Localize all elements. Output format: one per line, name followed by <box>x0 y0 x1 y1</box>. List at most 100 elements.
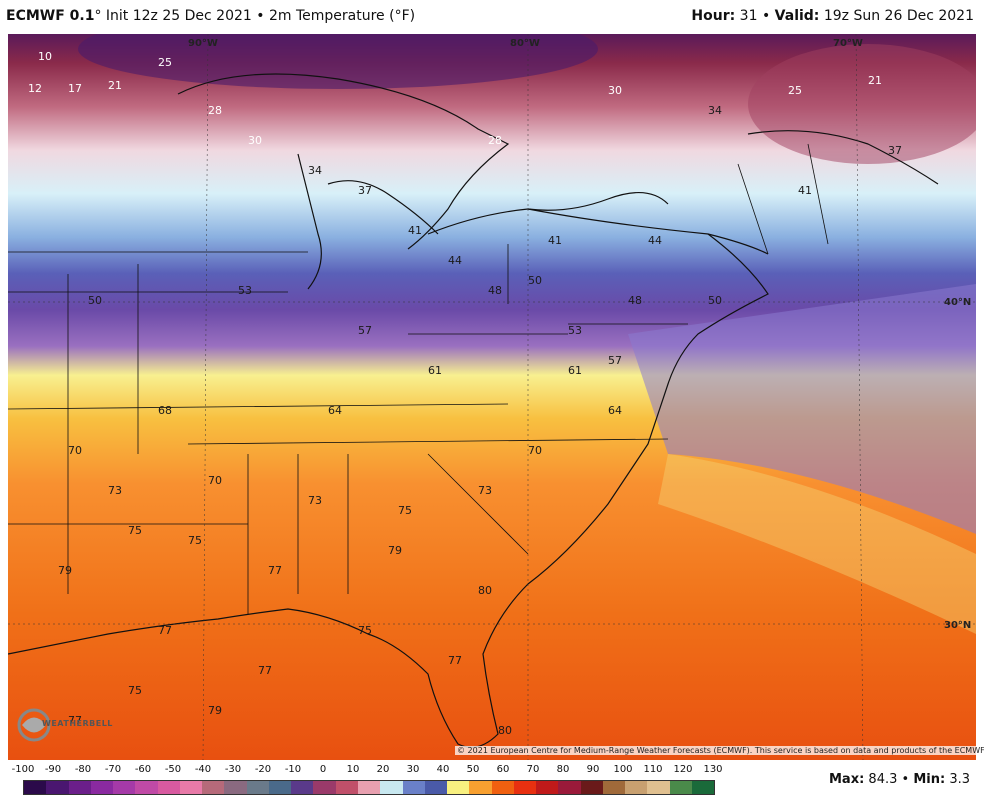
temperature-value-label: 79 <box>58 564 72 577</box>
temperature-value-label: 25 <box>158 56 172 69</box>
scale-tick-label: 60 <box>496 764 510 775</box>
temperature-value-label: 53 <box>568 324 582 337</box>
scale-swatch <box>669 781 692 794</box>
copyright-notice: © 2021 European Centre for Medium-Range … <box>455 746 984 755</box>
temperature-value-label: 64 <box>608 404 622 417</box>
scale-swatch <box>647 781 670 794</box>
scale-swatch <box>513 781 537 794</box>
scale-tick-label: 30 <box>406 764 420 775</box>
temperature-value-label: 73 <box>478 484 492 497</box>
scale-swatch <box>558 781 581 794</box>
valid-label: Valid: <box>774 8 820 24</box>
temperature-value-label: 48 <box>488 284 502 297</box>
scale-swatch <box>179 781 203 794</box>
temperature-labels: 10 12 17 21 25 28 30 34 37 41 44 48 50 53 57 61 64 68 70 73… <box>28 50 902 737</box>
scale-tick-label: 120 <box>673 764 693 775</box>
scale-tick-label: -70 <box>104 764 122 775</box>
valid-value: 19z Sun 26 Dec 2021 <box>823 8 974 24</box>
scale-tick-label: -10 <box>284 764 302 775</box>
temperature-value-label: 75 <box>188 534 202 547</box>
gridline-label-70w: 70°W <box>833 38 863 49</box>
temperature-value-label: 50 <box>528 274 542 287</box>
max-value: 84.3 <box>868 772 898 787</box>
scale-tick-label: -100 <box>11 764 35 775</box>
scale-tick-label: 100 <box>613 764 633 775</box>
model-name: ECMWF 0.1 <box>6 8 95 24</box>
parameter-name: 2m Temperature <box>268 8 385 24</box>
temperature-value-label: 44 <box>448 254 462 267</box>
temperature-value-label: 70 <box>208 474 222 487</box>
temperature-value-label: 75 <box>128 524 142 537</box>
temperature-value-label: 70 <box>528 444 542 457</box>
scale-tick-label: 110 <box>643 764 663 775</box>
weatherbell-logo: WEATHERBELL <box>14 705 112 745</box>
scale-swatch <box>380 781 403 794</box>
temperature-value-label: 28 <box>488 134 502 147</box>
scale-tick-label: -90 <box>44 764 62 775</box>
scale-swatch <box>68 781 91 794</box>
scale-swatch <box>357 781 381 794</box>
temperature-value-label: 77 <box>448 654 462 667</box>
cold-region <box>78 34 598 89</box>
scale-tick-label: 40 <box>436 764 450 775</box>
scale-swatch <box>246 781 269 794</box>
scale-swatch <box>202 781 225 794</box>
scale-swatch <box>113 781 136 794</box>
scale-tick-label: -60 <box>134 764 152 775</box>
temperature-value-label: 57 <box>358 324 372 337</box>
temperature-value-label: 50 <box>708 294 722 307</box>
scale-swatch <box>313 781 336 794</box>
temperature-value-label: 17 <box>68 82 82 95</box>
scale-tick-label: 90 <box>586 764 600 775</box>
min-value: 3.3 <box>949 772 970 787</box>
scale-tick-label: 130 <box>703 764 723 775</box>
scale-swatch <box>491 781 514 794</box>
scale-swatch <box>135 781 158 794</box>
scale-bar <box>23 780 715 795</box>
temperature-value-label: 68 <box>158 404 172 417</box>
scale-swatch <box>424 781 448 794</box>
scale-tick-label: -30 <box>224 764 242 775</box>
scale-tick-label: -40 <box>194 764 212 775</box>
scale-swatch <box>691 781 715 794</box>
scale-swatch <box>580 781 603 794</box>
swirl-icon <box>17 708 51 742</box>
hour-value: 31 <box>739 8 758 24</box>
temperature-value-label: 12 <box>28 82 42 95</box>
map-canvas: 90°W 80°W 70°W 40°N 30°N 10 12 17 21 25 28 30 3… <box>8 34 976 760</box>
temperature-value-label: 61 <box>428 364 442 377</box>
min-label: Min: <box>913 772 946 787</box>
temperature-map[interactable]: 90°W 80°W 70°W 40°N 30°N 10 12 17 21 25 28 30 3… <box>8 34 976 760</box>
scale-tick-label: -80 <box>74 764 92 775</box>
scale-tick-label: 70 <box>526 764 540 775</box>
scale-swatch <box>24 781 47 794</box>
scale-swatch <box>90 781 114 794</box>
atlantic-cool-wedge <box>628 284 976 534</box>
scale-swatch <box>224 781 247 794</box>
temperature-value-label: 75 <box>128 684 142 697</box>
scale-tick-label: -20 <box>254 764 272 775</box>
cold-region-ne <box>748 44 976 164</box>
temperature-value-label: 37 <box>888 144 902 157</box>
temperature-value-label: 21 <box>868 74 882 87</box>
temperature-value-label: 73 <box>308 494 322 507</box>
temperature-value-label: 80 <box>478 584 492 597</box>
scale-swatch <box>447 781 470 794</box>
temperature-value-label: 79 <box>208 704 222 717</box>
parameter-unit: (°F) <box>389 8 416 24</box>
scale-tick-label: -50 <box>164 764 182 775</box>
header-valid: Hour: 31 • Valid: 19z Sun 26 Dec 2021 <box>691 8 974 24</box>
state-borders <box>8 143 829 614</box>
scale-tick-label: 20 <box>376 764 390 775</box>
scale-swatch <box>291 781 314 794</box>
temperature-value-label: 70 <box>68 444 82 457</box>
temperature-value-label: 57 <box>608 354 622 367</box>
scale-tick-label: 10 <box>346 764 360 775</box>
temperature-value-label: 77 <box>158 624 172 637</box>
scale-tick-label: 0 <box>319 764 327 775</box>
header: ECMWF 0.1° Init 12z 25 Dec 2021 • 2m Tem… <box>0 0 984 34</box>
hour-label: Hour: <box>691 8 736 24</box>
atlantic-warm-band <box>658 454 976 634</box>
temperature-value-label: 30 <box>248 134 262 147</box>
temperature-value-label: 61 <box>568 364 582 377</box>
